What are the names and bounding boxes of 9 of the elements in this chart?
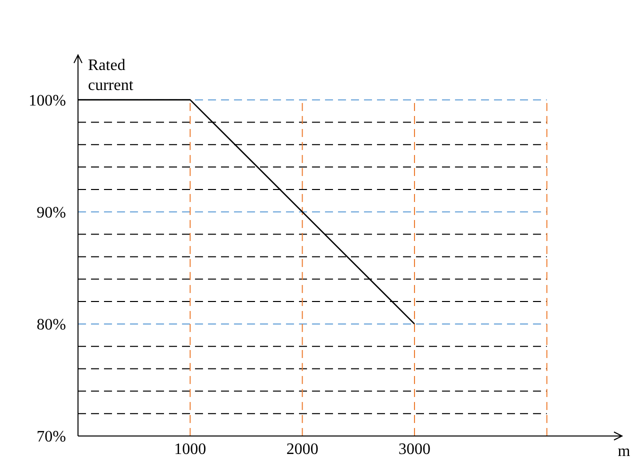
y-axis-title: Rated current (88, 57, 134, 94)
y-tick-label: 100% (28, 92, 66, 110)
x-tick-label: 2000 (286, 441, 318, 458)
y-tick-label: 70% (36, 428, 66, 446)
y-tick-label: 90% (36, 204, 66, 222)
x-tick-label: 3000 (398, 441, 430, 458)
x-axis-title: m (618, 443, 631, 460)
x-tick-label: 1000 (174, 441, 206, 458)
y-tick-label: 80% (36, 316, 66, 334)
